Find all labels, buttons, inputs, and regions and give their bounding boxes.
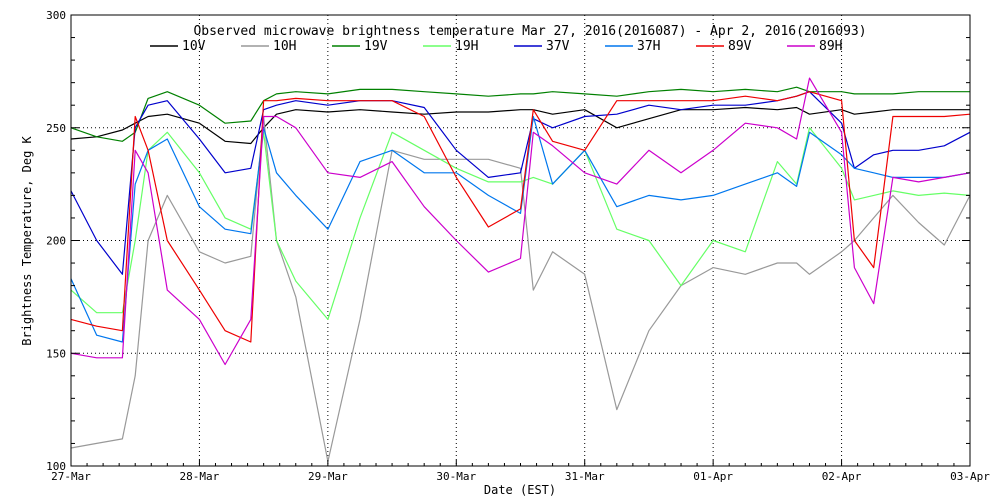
chart-title: Observed microwave brightness temperatur… (193, 24, 866, 39)
legend: 10V 10H 19V 19H 37V 37H 89V 89H (150, 39, 842, 54)
series-line-37v (70, 91, 971, 275)
x-axis-title: Date (EST) (484, 483, 556, 497)
y-tick-label: 100 (46, 460, 66, 473)
x-tick-label: 28-Mar (180, 470, 220, 483)
x-tick-label: 02-Apr (822, 470, 862, 483)
y-tick-label: 250 (46, 122, 66, 135)
legend-label-89h: 89H (819, 39, 842, 54)
series-line-10v (70, 106, 970, 145)
series-line-89h (70, 77, 971, 366)
legend-label-89v: 89V (728, 39, 752, 54)
series-line-19h (70, 127, 971, 320)
series-lines (70, 77, 971, 463)
legend-label-10h: 10H (273, 39, 296, 54)
series-line-10h (70, 115, 971, 463)
x-tick-label: 30-Mar (436, 470, 476, 483)
y-tick-label: 300 (46, 9, 66, 22)
legend-label-19h: 19H (455, 39, 478, 54)
x-tick-label: 29-Mar (308, 470, 348, 483)
y-tick-label: 200 (46, 235, 66, 248)
series-line-37h (70, 115, 971, 343)
x-tick-label: 03-Apr (950, 470, 990, 483)
x-tick-label: 31-Mar (565, 470, 605, 483)
y-tick-label: 150 (46, 347, 66, 360)
series-line-19v (70, 86, 970, 142)
legend-label-37v: 37V (546, 39, 570, 54)
legend-label-10v: 10V (182, 39, 206, 54)
series-line-89v (70, 91, 971, 343)
axis-ticks: 27-Mar 28-Mar 29-Mar 30-Mar 31-Mar 01-Apr 02-A… (46, 9, 990, 483)
legend-label-37h: 37H (637, 39, 660, 54)
x-tick-label: 01-Apr (693, 470, 733, 483)
y-axis-title: Brightness Temperature, Deg K (20, 135, 34, 345)
x-tick-label: 27-Mar (51, 470, 91, 483)
legend-label-19v: 19V (364, 39, 388, 54)
